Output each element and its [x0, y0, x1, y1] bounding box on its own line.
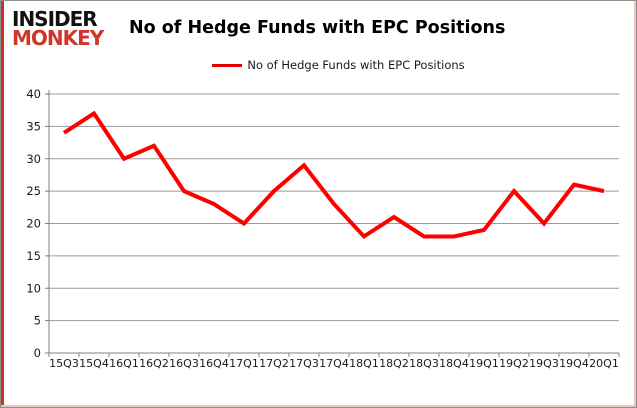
logo-line-insider: INSIDER [12, 7, 98, 31]
x-axis-label: 19Q1 [469, 357, 499, 370]
x-axis-label: 16Q2 [139, 357, 169, 370]
bottom-accent-border [1, 405, 636, 407]
x-axis-label: 17Q4 [319, 357, 349, 370]
logo-line-monkey: MONKEY [12, 26, 104, 50]
x-axis-label: 17Q1 [229, 357, 259, 370]
y-axis-label: 25 [26, 184, 41, 198]
y-axis-label: 10 [26, 281, 41, 295]
x-axis-label: 16Q3 [169, 357, 199, 370]
x-axis-label: 16Q4 [199, 357, 229, 370]
y-axis-label: 30 [26, 152, 41, 166]
y-axis-label: 20 [26, 217, 41, 231]
x-axis-label: 15Q4 [79, 357, 109, 370]
x-axis-label: 15Q3 [49, 357, 79, 370]
x-axis-label: 19Q3 [529, 357, 559, 370]
chart-title: No of Hedge Funds with EPC Positions [129, 18, 506, 38]
x-axis-label: 20Q1 [589, 357, 619, 370]
series-line [62, 110, 605, 240]
y-axis-label: 35 [26, 119, 41, 133]
y-axis-label: 40 [26, 87, 41, 101]
right-accent-border [634, 1, 636, 407]
y-axis-label: 5 [34, 314, 41, 328]
y-axis-label: 15 [26, 249, 41, 263]
x-axis-label: 19Q4 [559, 357, 589, 370]
chart: 0 5 10 15 20 25 30 35 40 15Q3 15Q4 16Q1 16Q2 16Q3 16Q4… [26, 87, 620, 370]
x-axis-label: 18Q2 [379, 357, 409, 370]
x-axis-label: 16Q1 [109, 357, 139, 370]
left-accent-border [1, 1, 4, 407]
x-axis-label: 17Q3 [289, 357, 319, 370]
x-axis-label: 17Q2 [259, 357, 289, 370]
legend-label: No of Hedge Funds with EPC Positions [247, 58, 465, 72]
x-axis-label: 18Q3 [409, 357, 439, 370]
legend: No of Hedge Funds with EPC Positions [41, 58, 636, 72]
legend-line-swatch [212, 63, 243, 67]
x-axis-label: 18Q4 [439, 357, 469, 370]
x-axis-label: 19Q2 [499, 357, 529, 370]
y-axis-label: 0 [34, 346, 41, 360]
insider-monkey-logo: INSIDER MONKEY [12, 7, 104, 50]
x-axis-label: 18Q1 [349, 357, 379, 370]
